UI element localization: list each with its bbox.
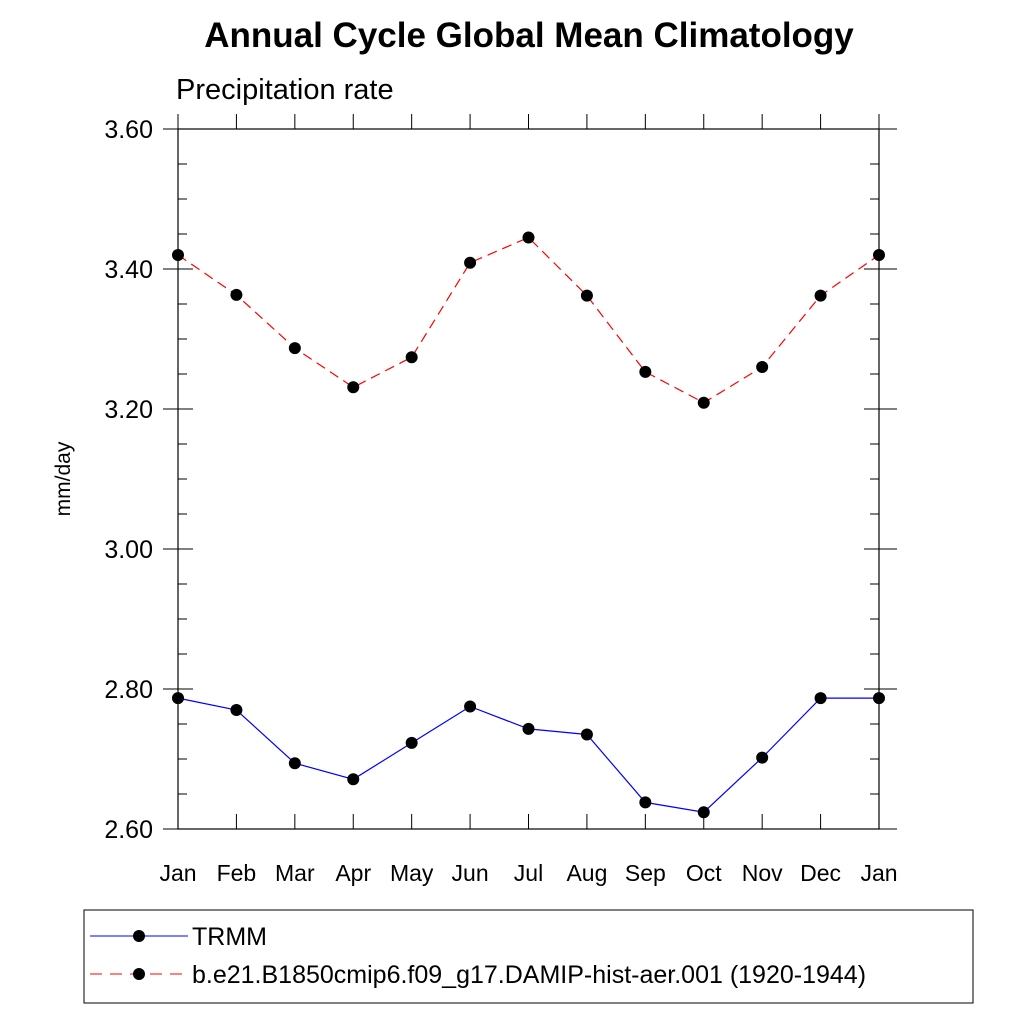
legend-label-trmm: TRMM: [192, 923, 267, 951]
data-point-0: [522, 722, 535, 735]
y-tick-label: 3.40: [104, 256, 153, 284]
data-point-1: [639, 365, 652, 378]
data-point-0: [873, 692, 885, 705]
data-point-0: [580, 728, 593, 741]
data-point-0: [172, 692, 184, 705]
data-point-0: [288, 757, 301, 770]
data-point-0: [756, 751, 769, 764]
x-tick-label: Aug: [566, 860, 607, 886]
x-tick-label: May: [390, 860, 434, 886]
x-tick-labels: Jan Feb Mar Apr May Jun Jul Aug Sep Oct Nov Dec Jan: [159, 860, 897, 886]
data-point-1: [347, 381, 360, 394]
y-tick-label: 3.20: [104, 396, 153, 424]
data-point-1: [230, 288, 243, 301]
legend-box: [83, 909, 974, 1004]
x-tick-label: Jan: [159, 860, 196, 886]
data-point-1: [288, 342, 301, 355]
data-point-1: [464, 256, 477, 269]
x-tick-label: Jan: [860, 860, 897, 886]
legend-marker-model: [133, 968, 145, 980]
chart-title: Annual Cycle Global Mean Climatology: [204, 16, 854, 55]
data-point-1: [580, 289, 593, 302]
x-tick-label: Feb: [217, 860, 257, 886]
x-tick-label: Nov: [742, 860, 783, 886]
y-tick-label: 3.60: [104, 116, 153, 144]
y-axis-label: mm/day: [52, 441, 75, 516]
data-point-1: [873, 249, 885, 261]
chart-subtitle: Precipitation rate: [176, 74, 394, 106]
data-point-1: [697, 396, 710, 409]
x-tick-label: Jun: [452, 860, 489, 886]
data-point-0: [464, 700, 477, 713]
data-point-1: [522, 231, 535, 244]
legend-marker-trmm: [133, 930, 145, 942]
data-point-1: [172, 249, 184, 261]
data-point-1: [405, 351, 418, 364]
y-tick-label: 3.00: [104, 536, 153, 564]
x-tick-label: Apr: [335, 860, 371, 886]
data-point-0: [814, 692, 827, 705]
data-point-0: [697, 806, 710, 819]
legend-label-model: b.e21.B1850cmip6.f09_g17.DAMIP-hist-aer.…: [192, 961, 866, 989]
x-tick-label: Dec: [800, 860, 841, 886]
data-point-1: [756, 361, 769, 373]
data-point-0: [639, 796, 652, 809]
x-tick-label: Jul: [514, 860, 543, 886]
y-tick-label: 2.80: [104, 676, 153, 704]
data-point-0: [230, 704, 243, 716]
y-tick-label: 2.60: [104, 816, 153, 844]
y-tick-labels: 2.60 2.80 3.00 3.20 3.40 3.60: [104, 116, 153, 844]
data-point-0: [405, 736, 418, 749]
series-layer: [172, 231, 885, 819]
x-tick-label: Oct: [686, 860, 722, 886]
x-tick-label: Sep: [625, 860, 666, 886]
legend: TRMM b.e21.B1850cmip6.f09_g17.DAMIP-hist…: [83, 909, 974, 1004]
series-line-0: [177, 697, 879, 813]
series-line-1: [177, 236, 880, 404]
data-point-1: [814, 289, 827, 302]
x-tick-label: Mar: [275, 860, 315, 886]
axis-ticks: [163, 114, 897, 830]
data-point-0: [347, 773, 360, 786]
